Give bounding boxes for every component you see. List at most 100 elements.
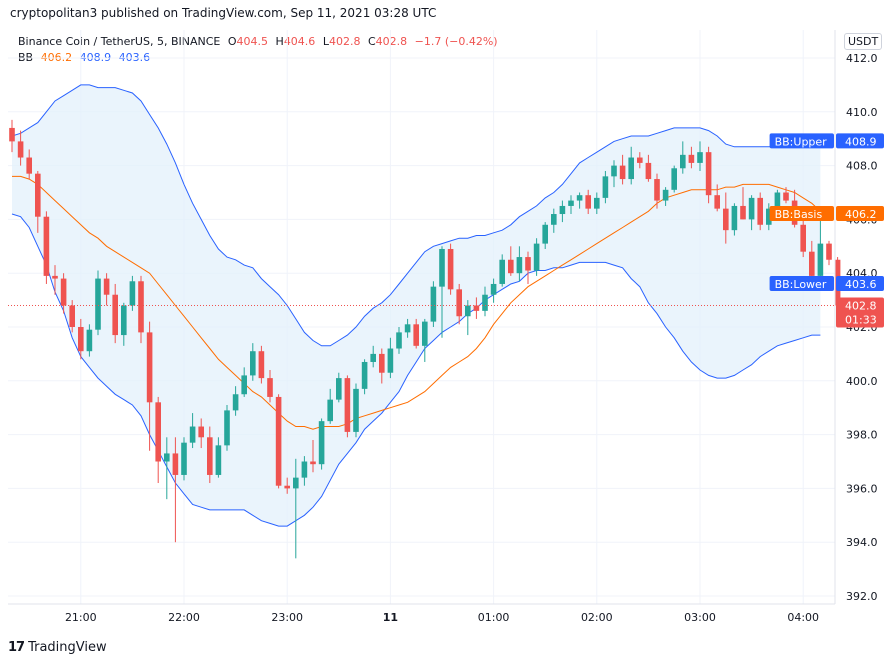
candle-body [671,168,677,190]
time-tick-label: 23:00 [271,611,303,624]
candle-body [533,243,540,271]
candle [43,211,50,284]
brand-name[interactable]: TradingView [28,640,107,655]
candle [619,154,626,185]
candle [714,184,720,212]
candle [490,278,497,303]
price-tick-label: 408.0 [846,160,878,173]
candle [680,141,686,174]
bb-lower-tag-label: BB:Lower [775,278,827,291]
candle-body [602,176,609,198]
candle [456,283,462,325]
candle [344,375,351,438]
indicator-name[interactable]: BB [18,51,34,64]
bb-basis-tag-label: BB:Basis [775,208,823,221]
candle [508,246,514,276]
candle-body [748,197,755,220]
candle [387,337,394,379]
candle [361,359,368,395]
candle [413,318,419,349]
candle-body [559,205,566,215]
candle-body [181,442,187,475]
candle-body [413,324,419,346]
candle-body [353,388,359,432]
candle-body [422,321,428,346]
candle [396,327,402,354]
candle [602,170,609,204]
candle-body [379,353,385,373]
last-price-tag: 402.801:33 [836,297,884,328]
last-price-value: 402.8 [845,299,877,312]
candle [766,203,772,231]
candle [482,286,488,317]
candle-body [611,165,617,177]
price-tick-label: 396.0 [846,482,878,495]
bb-lower-tag-value-box [836,275,884,291]
candle [293,458,299,559]
candle-body [301,461,308,478]
candle-body [215,445,222,475]
candle [310,439,316,473]
candle-body [284,485,290,489]
candle-body [740,205,746,220]
price-axis: 392.0 394.0 396.0 398.0 400.0 402.0 404.0 406.0… [846,52,878,603]
candle-body [731,205,738,231]
candle-body [387,348,394,373]
candle-body [336,378,342,400]
candle-body [826,243,832,260]
candle-body [60,278,67,306]
candle-body [783,192,789,201]
candle [215,437,222,478]
bb-lower-tag-label-box [769,275,834,291]
candle [731,203,738,236]
candle [26,149,32,180]
candle-body [645,162,652,180]
candle [430,281,437,327]
candle-body [594,197,600,209]
high-label: H [275,35,284,48]
candle-body [189,426,196,443]
symbol-legend: Binance Coin / TetherUS, 5, BINANCE O404… [18,35,502,48]
currency-button[interactable]: USDT [844,33,883,50]
tradingview-logo-icon[interactable]: 17 [8,640,25,655]
candle [284,477,290,494]
candle [60,273,67,314]
candle [336,372,342,403]
candle [688,146,695,169]
candle [35,170,41,233]
candle-body [17,141,24,158]
candle [559,200,566,223]
candle [181,437,187,481]
candle-body [465,305,471,317]
bb-upper-tag-label: BB:Upper [775,135,828,148]
candle-body [525,257,531,271]
candle-body [241,375,247,395]
time-tick-label: 11 [383,611,398,624]
time-axis: 21:00 22:00 23:00 11 01:00 02:00 03:00 04:00 [65,611,819,624]
bollinger-band-fill [12,84,821,527]
candle [774,189,781,212]
candle-body [662,189,669,201]
price-tick-label: 400.0 [846,375,878,388]
candle-body [327,399,333,422]
candle-body [619,165,626,180]
bb-basis-line [12,175,821,430]
candle [757,192,763,231]
candle [439,246,445,338]
candle [95,270,101,336]
candle [516,246,523,282]
candle-body [35,173,41,217]
candle [52,265,58,295]
close-value: 402.8 [375,35,408,48]
candle-body [447,248,454,290]
candle-body [800,224,806,252]
time-tick-label: 01:00 [478,611,510,624]
candle-body [774,192,781,209]
candle-body [516,257,523,274]
price-tick-label: 392.0 [846,590,878,603]
symbol-name[interactable]: Binance Coin / TetherUS, 5, BINANCE [18,35,221,48]
candle [189,413,196,449]
candle [826,240,832,266]
candle [447,243,454,295]
